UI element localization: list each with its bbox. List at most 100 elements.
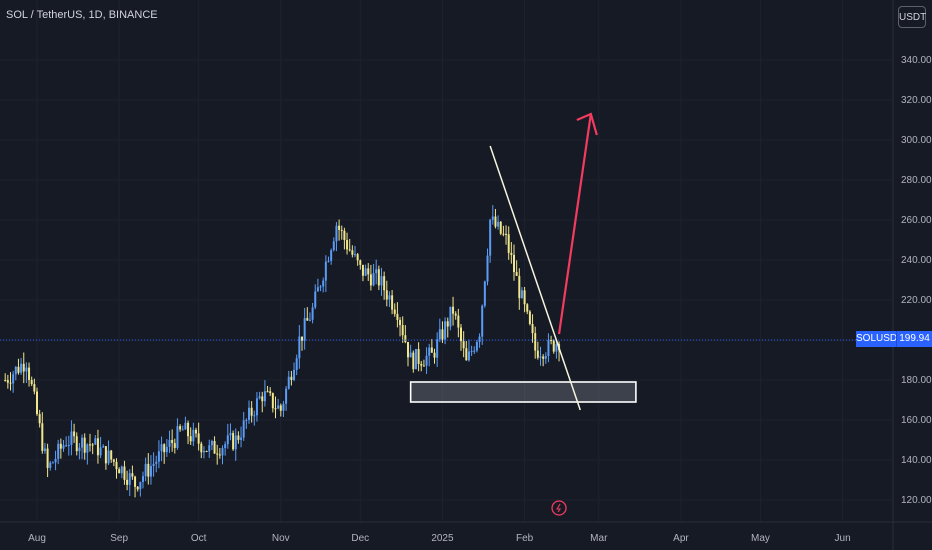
y-tick-label: 280.00 xyxy=(901,175,932,186)
candle-body xyxy=(505,233,508,235)
candle-body xyxy=(544,356,547,359)
candle-body xyxy=(393,309,396,314)
candle-body xyxy=(327,260,330,262)
candle-body xyxy=(224,444,227,449)
candle-body xyxy=(269,391,272,394)
candle-body xyxy=(28,367,31,380)
candle-body xyxy=(255,398,258,416)
candle-body xyxy=(65,445,68,447)
candle-body xyxy=(452,306,455,314)
candle-body xyxy=(102,446,105,448)
candle-body xyxy=(322,280,325,287)
y-tick-label: 120.00 xyxy=(901,495,932,506)
candle-body xyxy=(12,374,15,384)
candle-body xyxy=(54,458,57,463)
candle-body xyxy=(515,272,518,276)
candle-body xyxy=(401,325,404,336)
candle-body xyxy=(399,319,402,326)
candle-body xyxy=(67,444,70,446)
candle-body xyxy=(83,437,86,453)
candle-body xyxy=(520,290,523,299)
candle-body xyxy=(550,339,553,341)
candle-body xyxy=(99,447,102,456)
candle-body xyxy=(369,274,372,286)
candle-body xyxy=(160,444,163,452)
candle-body xyxy=(470,351,473,353)
candle-body xyxy=(444,321,447,340)
candle-body xyxy=(123,466,126,480)
candle-body xyxy=(36,391,38,415)
candle-body xyxy=(152,463,155,467)
candle-body xyxy=(422,365,425,367)
candle-body xyxy=(518,275,521,299)
candle-body xyxy=(163,444,166,453)
candle-body xyxy=(59,443,62,449)
candle-body xyxy=(489,219,492,256)
candle-body xyxy=(245,419,248,421)
candle-body xyxy=(226,435,229,445)
candle-body xyxy=(128,473,131,485)
candle-body xyxy=(449,306,452,327)
projection-arrow-line xyxy=(557,113,592,335)
candle-body xyxy=(332,241,335,251)
candle-body xyxy=(396,313,399,320)
candle-body xyxy=(361,264,364,276)
candle-body xyxy=(308,319,311,321)
candle-body xyxy=(266,391,269,393)
candle-body xyxy=(314,291,317,308)
candle-body xyxy=(134,476,137,487)
candle-body xyxy=(70,431,73,445)
candle-body xyxy=(298,336,301,359)
candle-body xyxy=(20,363,23,373)
candle-body xyxy=(499,221,502,234)
candle-body xyxy=(213,440,216,454)
candle-body xyxy=(46,448,49,468)
current-price-label: 199.94 xyxy=(896,331,932,347)
x-tick-label: May xyxy=(751,533,770,544)
candle-body xyxy=(497,221,500,227)
candle-body xyxy=(232,433,235,450)
candle-body xyxy=(510,252,513,255)
candle-body xyxy=(547,339,550,357)
candle-body xyxy=(306,318,309,321)
x-tick-label: Sep xyxy=(110,533,128,544)
candle-body xyxy=(277,405,280,409)
x-tick-label: Apr xyxy=(673,533,689,544)
candle-body xyxy=(242,420,245,438)
candle-body xyxy=(89,444,91,446)
currency-button[interactable]: USDT xyxy=(898,6,926,28)
candle-body xyxy=(261,396,264,402)
candle-body xyxy=(205,450,208,452)
candle-body xyxy=(446,321,449,327)
candle-body xyxy=(454,313,457,316)
candle-body xyxy=(330,250,333,261)
candle-body xyxy=(385,290,388,300)
candle-body xyxy=(86,444,89,453)
candle-body xyxy=(279,405,282,411)
candle-body xyxy=(494,216,497,227)
support-zone-box xyxy=(409,381,637,403)
candle-body xyxy=(96,438,99,456)
candle-body xyxy=(73,431,76,437)
candle-body xyxy=(457,315,460,328)
candle-body xyxy=(356,254,359,261)
candle-body xyxy=(6,380,9,383)
candle-body xyxy=(513,254,515,273)
candle-body xyxy=(380,276,383,286)
candle-body xyxy=(91,444,94,446)
candle-body xyxy=(462,341,465,349)
candle-body xyxy=(4,380,7,381)
candle-body xyxy=(412,352,415,370)
candle-body xyxy=(473,350,476,352)
candle-body xyxy=(274,408,277,410)
candle-body xyxy=(483,281,486,306)
candle-body xyxy=(528,311,531,325)
candle-body xyxy=(293,369,296,380)
candle-body xyxy=(478,336,481,342)
candle-body xyxy=(104,446,107,464)
candle-body xyxy=(417,349,420,364)
candle-body xyxy=(343,230,346,241)
candle-body xyxy=(218,454,221,456)
